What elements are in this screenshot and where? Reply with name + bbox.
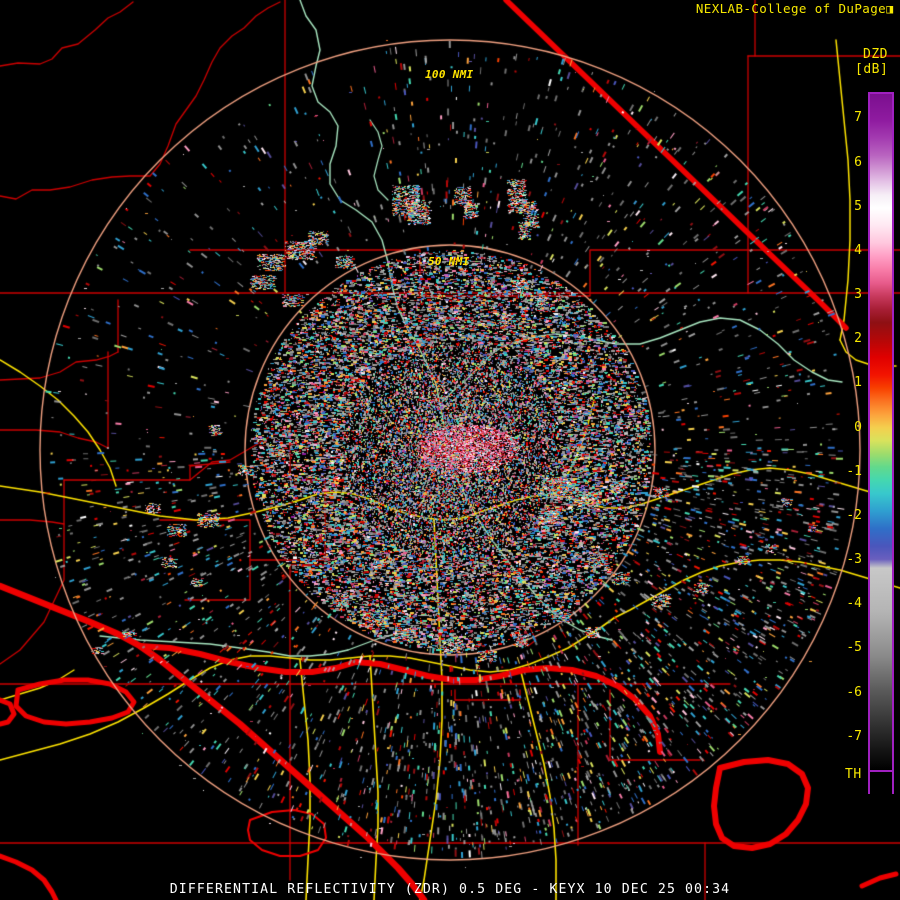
range-ring-label-50: 50 NMI <box>428 255 470 268</box>
colorbar-label: DZD <box>863 47 888 62</box>
product-caption: DIFFERENTIAL REFLECTIVITY (ZDR) 0.5 DEG … <box>169 882 731 897</box>
colorbar-threshold-label: TH <box>845 767 862 782</box>
colorbar-tail <box>868 772 894 794</box>
branding-header: NEXLAB-College of DuPage◨ <box>696 1 894 16</box>
range-ring-label-100: 100 NMI <box>425 68 474 81</box>
colorbar <box>868 92 894 772</box>
branding-text: NEXLAB-College of DuPage <box>695 1 887 16</box>
colorbar-units: [dB] <box>855 62 889 77</box>
colorbar-border <box>868 92 894 772</box>
colorbar-gradient <box>870 94 892 770</box>
branding-logo-icon: ◨ <box>886 1 894 16</box>
